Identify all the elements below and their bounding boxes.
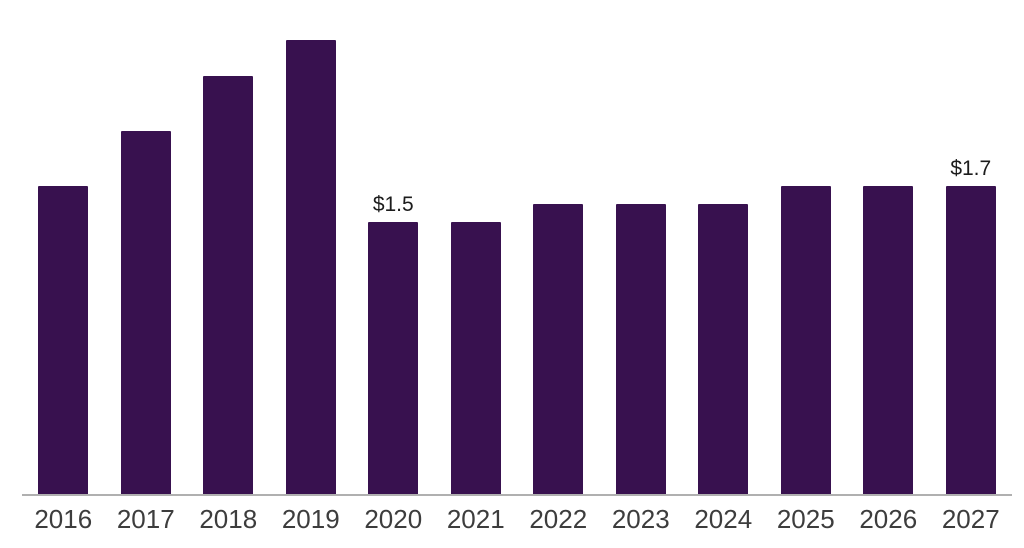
bar-slot-2019 — [270, 40, 353, 495]
x-tick-label-2022: 2022 — [529, 504, 588, 534]
bar-2021 — [450, 222, 501, 495]
bar-slot-2021 — [435, 222, 518, 495]
bar-2020 — [368, 222, 419, 495]
x-tick-label-2023: 2023 — [611, 504, 670, 534]
bar-2026 — [863, 186, 914, 495]
bar-slot-2023 — [600, 204, 683, 495]
bar-2016 — [38, 186, 89, 495]
bar-2017 — [120, 131, 171, 495]
bar-2022 — [533, 204, 584, 495]
x-axis-labels: 2016 2017 2018 2019 2020 2021 2022 2023 2024 2025… — [22, 505, 1012, 533]
bar-slot-2020: $1.5 — [352, 193, 435, 495]
bar-slot-2016 — [22, 186, 105, 495]
x-tick-label-2017: 2017 — [116, 504, 175, 534]
x-tick-label-2026: 2026 — [859, 504, 918, 534]
bar-2023 — [615, 204, 666, 495]
x-tick-label-2027: 2027 — [941, 504, 1000, 534]
x-tick-label-2020: 2020 — [364, 504, 423, 534]
x-tick-label-2019: 2019 — [281, 504, 340, 534]
bar-slot-2027: $1.7 — [930, 157, 1013, 495]
x-tick-label-2024: 2024 — [694, 504, 753, 534]
bar-2018 — [203, 76, 254, 495]
plot-area: $1.5 $1.7 — [22, 40, 1012, 495]
bar-2025 — [780, 186, 831, 495]
bar-value-label-2020: $1.5 — [372, 193, 414, 216]
x-tick-label-2018: 2018 — [199, 504, 258, 534]
x-tick-label-2021: 2021 — [446, 504, 505, 534]
bar-value-label-2027: $1.7 — [950, 157, 992, 180]
bar-slot-2026 — [847, 186, 930, 495]
bar-slot-2022 — [517, 204, 600, 495]
x-tick-label-2025: 2025 — [776, 504, 835, 534]
bar-slot-2017 — [105, 131, 188, 495]
x-tick-label-2016: 2016 — [34, 504, 93, 534]
bar-slot-2024 — [682, 204, 765, 495]
bar-2024 — [698, 204, 749, 495]
bar-2019 — [285, 40, 336, 495]
bar-slot-2025 — [765, 186, 848, 495]
bar-2027 — [945, 186, 996, 495]
bar-slot-2018 — [187, 76, 270, 495]
x-axis-line — [22, 494, 1012, 496]
